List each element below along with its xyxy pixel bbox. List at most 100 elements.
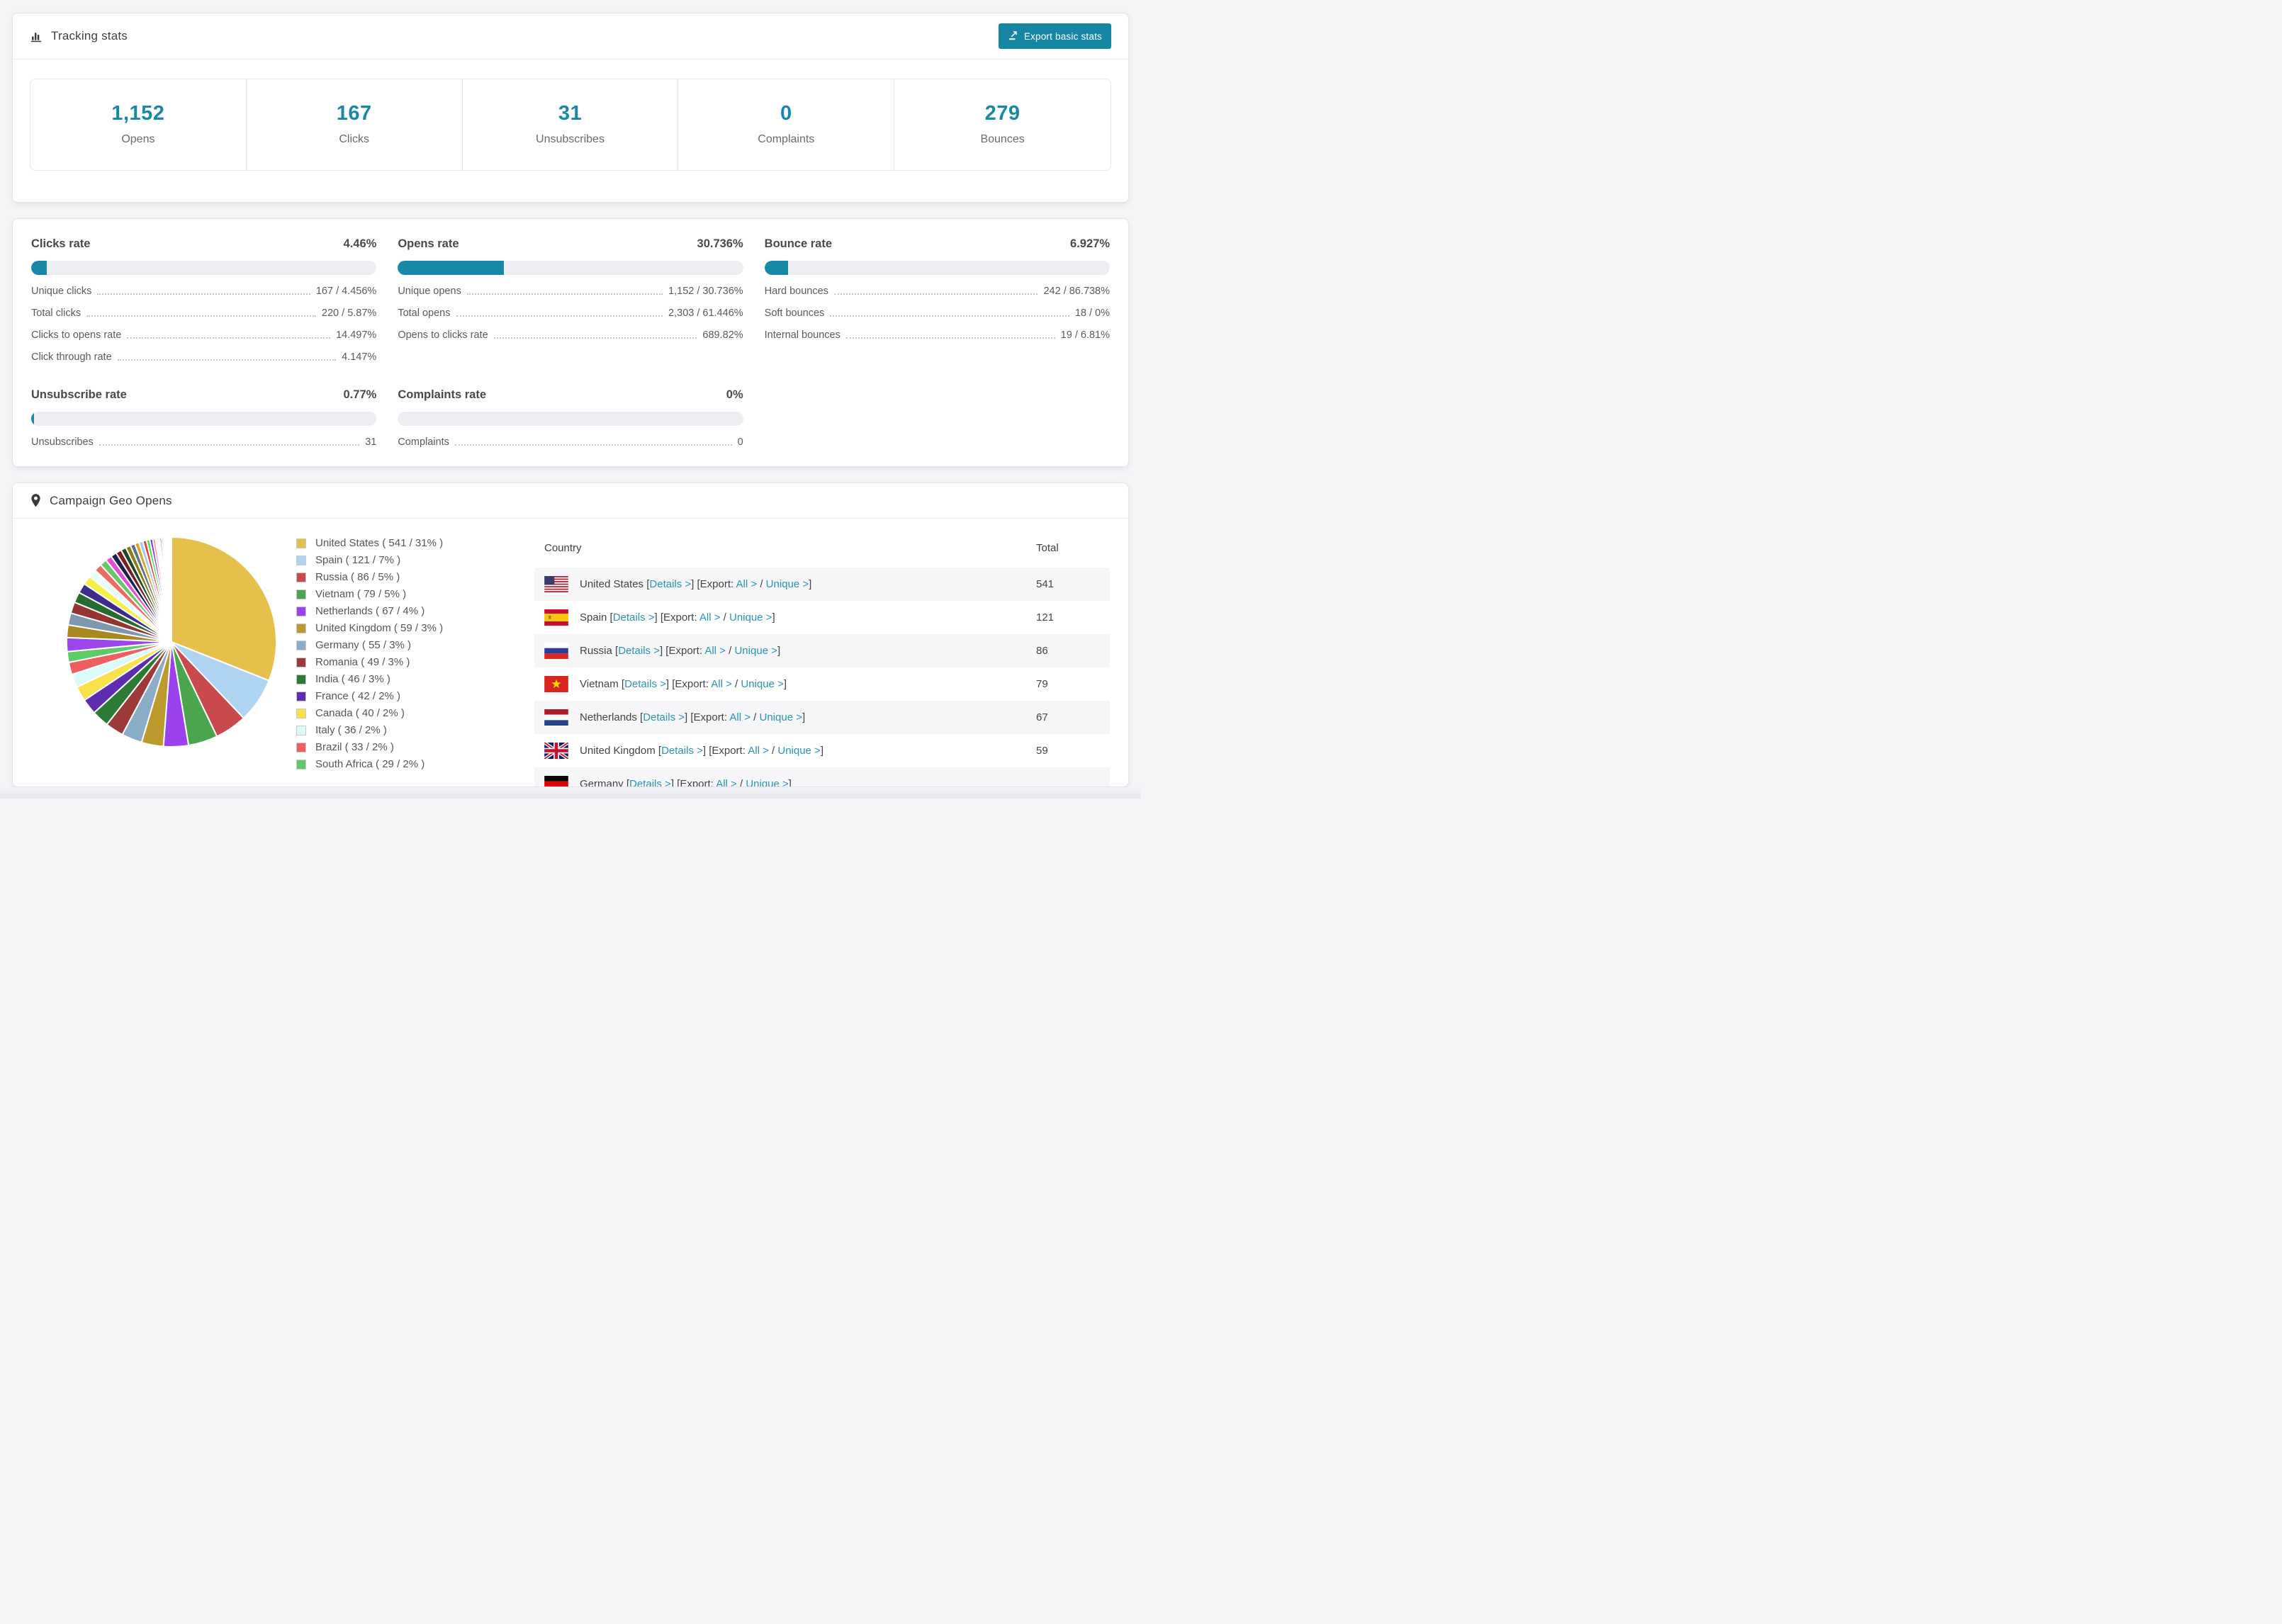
legend-item-brazil: Brazil ( 33 / 2% ) <box>296 741 530 753</box>
page-title: Tracking stats <box>51 29 128 43</box>
column-header-total: Total <box>1036 542 1059 554</box>
details-link-netherlands[interactable]: Details > <box>643 711 685 723</box>
country-links-text: Russia [Details >] [Export: All > / Uniq… <box>580 645 780 657</box>
export-unique-link-spain[interactable]: Unique > <box>729 611 772 624</box>
export-unique-link-netherlands[interactable]: Unique > <box>759 711 802 723</box>
details-link-united-states[interactable]: Details > <box>649 578 692 590</box>
rate-pct-opens-rate: 30.736% <box>697 237 743 250</box>
table-row-united-kingdom: United Kingdom [Details >] [Export: All … <box>534 734 1110 767</box>
legend-item-netherlands: Netherlands ( 67 / 4% ) <box>296 605 530 617</box>
flag-de <box>544 776 568 786</box>
legend-item-russia: Russia ( 86 / 5% ) <box>296 571 530 583</box>
rate-row-unique-clicks: Unique clicks 167 / 4.456% <box>31 286 376 297</box>
rate-title-unsubscribe-rate: Unsubscribe rate <box>31 388 127 401</box>
rate-row-label: Complaints <box>398 436 449 448</box>
legend-item-united-states: United States ( 541 / 31% ) <box>296 537 530 549</box>
rate-row-value: 1,152 / 30.736% <box>668 286 743 297</box>
rate-pct-bounce-rate: 6.927% <box>1070 237 1110 250</box>
dotted-leader <box>845 337 1055 339</box>
map-pin-icon <box>30 493 42 508</box>
rate-progress-clicks-rate <box>31 261 377 275</box>
rate-head-unsubscribe-rate: Unsubscribe rate 0.77% <box>31 388 376 402</box>
legend-swatch-south-africa <box>296 759 306 769</box>
rate-rows-unsubscribe-rate: Unsubscribes 31 <box>31 436 376 448</box>
dotted-leader <box>466 293 663 295</box>
legend-label-spain: Spain ( 121 / 7% ) <box>315 554 401 566</box>
total-cell-united-states: 541 <box>1036 578 1055 590</box>
rate-row-label: Opens to clicks rate <box>398 329 488 341</box>
rate-row-value: 19 / 6.81% <box>1060 329 1110 341</box>
rate-row-complaints: Complaints 0 <box>398 436 743 448</box>
country-name-germany: Germany [ <box>580 778 630 787</box>
rate-row-label: Total clicks <box>31 308 82 319</box>
geo-pie-chart <box>65 536 278 752</box>
geo-title-row: Campaign Geo Opens <box>30 493 172 508</box>
dotted-leader <box>456 315 663 317</box>
export-prefix: ] [Export: <box>670 778 716 787</box>
rate-row-label: Unique clicks <box>31 286 92 297</box>
legend-item-canada: Canada ( 40 / 2% ) <box>296 707 530 719</box>
total-cell-russia: 86 <box>1036 645 1048 657</box>
legend-swatch-india <box>296 674 306 684</box>
rate-row-label: Internal bounces <box>764 329 841 341</box>
legend-label-united-states: United States ( 541 / 31% ) <box>315 537 444 549</box>
legend-label-south-africa: South Africa ( 29 / 2% ) <box>315 758 425 770</box>
details-link-russia[interactable]: Details > <box>618 645 660 657</box>
rate-row-value: 220 / 5.87% <box>321 308 377 319</box>
table-row-spain: Spain [Details >] [Export: All > / Uniqu… <box>534 601 1110 634</box>
export-all-link-vietnam[interactable]: All > <box>711 678 732 690</box>
legend-swatch-netherlands <box>296 606 306 616</box>
table-row-united-states: United States [Details >] [Export: All >… <box>534 568 1110 601</box>
rate-progress-fill-bounce-rate <box>764 261 789 275</box>
legend-label-vietnam: Vietnam ( 79 / 5% ) <box>315 588 407 600</box>
country-name-united-kingdom: United Kingdom [ <box>580 745 662 757</box>
export-unique-link-vietnam[interactable]: Unique > <box>741 678 784 690</box>
legend-label-canada: Canada ( 40 / 2% ) <box>315 707 405 719</box>
link-separator: / <box>731 678 741 690</box>
tracking-stats-title-row: Tracking stats <box>30 29 128 43</box>
rate-pct-clicks-rate: 4.46% <box>343 237 377 250</box>
stat-cell-clicks: 167 Clicks <box>247 79 463 170</box>
rate-row-unsubscribes: Unsubscribes 31 <box>31 436 376 448</box>
rate-rows-clicks-rate: Unique clicks 167 / 4.456% Total clicks 220… <box>31 286 376 363</box>
rate-row-label: Clicks to opens rate <box>31 329 122 341</box>
link-separator: / <box>720 611 729 624</box>
country-name-netherlands: Netherlands [ <box>580 711 643 723</box>
export-unique-link-united-states[interactable]: Unique > <box>765 578 809 590</box>
rate-row-hard-bounces: Hard bounces 242 / 86.738% <box>765 286 1110 297</box>
export-all-link-spain[interactable]: All > <box>699 611 721 624</box>
export-all-link-netherlands[interactable]: All > <box>729 711 751 723</box>
export-all-link-united-kingdom[interactable]: All > <box>748 745 769 757</box>
rate-row-click-through-rate: Click through rate 4.147% <box>31 351 376 363</box>
export-unique-link-germany[interactable]: Unique > <box>746 778 789 787</box>
export-all-link-united-states[interactable]: All > <box>736 578 758 590</box>
export-basic-stats-button[interactable]: Export basic stats <box>998 23 1111 49</box>
legend-label-brazil: Brazil ( 33 / 2% ) <box>315 741 394 753</box>
legend-item-italy: Italy ( 36 / 2% ) <box>296 724 530 736</box>
export-unique-link-russia[interactable]: Unique > <box>734 645 777 657</box>
details-link-vietnam[interactable]: Details > <box>624 678 666 690</box>
rate-block-bounce-rate: Bounce rate 6.927% Hard bounces 242 / 86.73… <box>764 237 1110 363</box>
legend-item-spain: Spain ( 121 / 7% ) <box>296 554 530 566</box>
rate-row-total-opens: Total opens 2,303 / 61.446% <box>398 308 743 319</box>
country-links-text: United Kingdom [Details >] [Export: All … <box>580 745 824 757</box>
legend-swatch-spain <box>296 555 306 565</box>
details-link-germany[interactable]: Details > <box>629 778 671 787</box>
country-name-united-states: United States [ <box>580 578 650 590</box>
details-link-united-kingdom[interactable]: Details > <box>661 745 703 757</box>
export-all-link-russia[interactable]: All > <box>704 645 726 657</box>
rate-row-value: 242 / 86.738% <box>1043 286 1110 297</box>
total-cell-spain: 121 <box>1036 611 1055 624</box>
rate-row-label: Unsubscribes <box>31 436 94 448</box>
total-cell-germany <box>1026 767 1110 786</box>
country-name-russia: Russia [ <box>580 645 619 657</box>
details-link-spain[interactable]: Details > <box>612 611 655 624</box>
country-cell-united-kingdom: United Kingdom [Details >] [Export: All … <box>534 734 1026 767</box>
summary-stats-group: 1,152 Opens 167 Clicks 31 Unsubscribes 0 Compla… <box>30 79 1111 171</box>
flag-nl <box>544 709 568 726</box>
export-unique-link-united-kingdom[interactable]: Unique > <box>777 745 821 757</box>
table-row-netherlands: Netherlands [Details >] [Export: All > /… <box>534 701 1110 734</box>
export-all-link-germany[interactable]: All > <box>716 778 737 787</box>
link-separator: / <box>768 745 778 757</box>
rate-head-bounce-rate: Bounce rate 6.927% <box>765 237 1110 251</box>
